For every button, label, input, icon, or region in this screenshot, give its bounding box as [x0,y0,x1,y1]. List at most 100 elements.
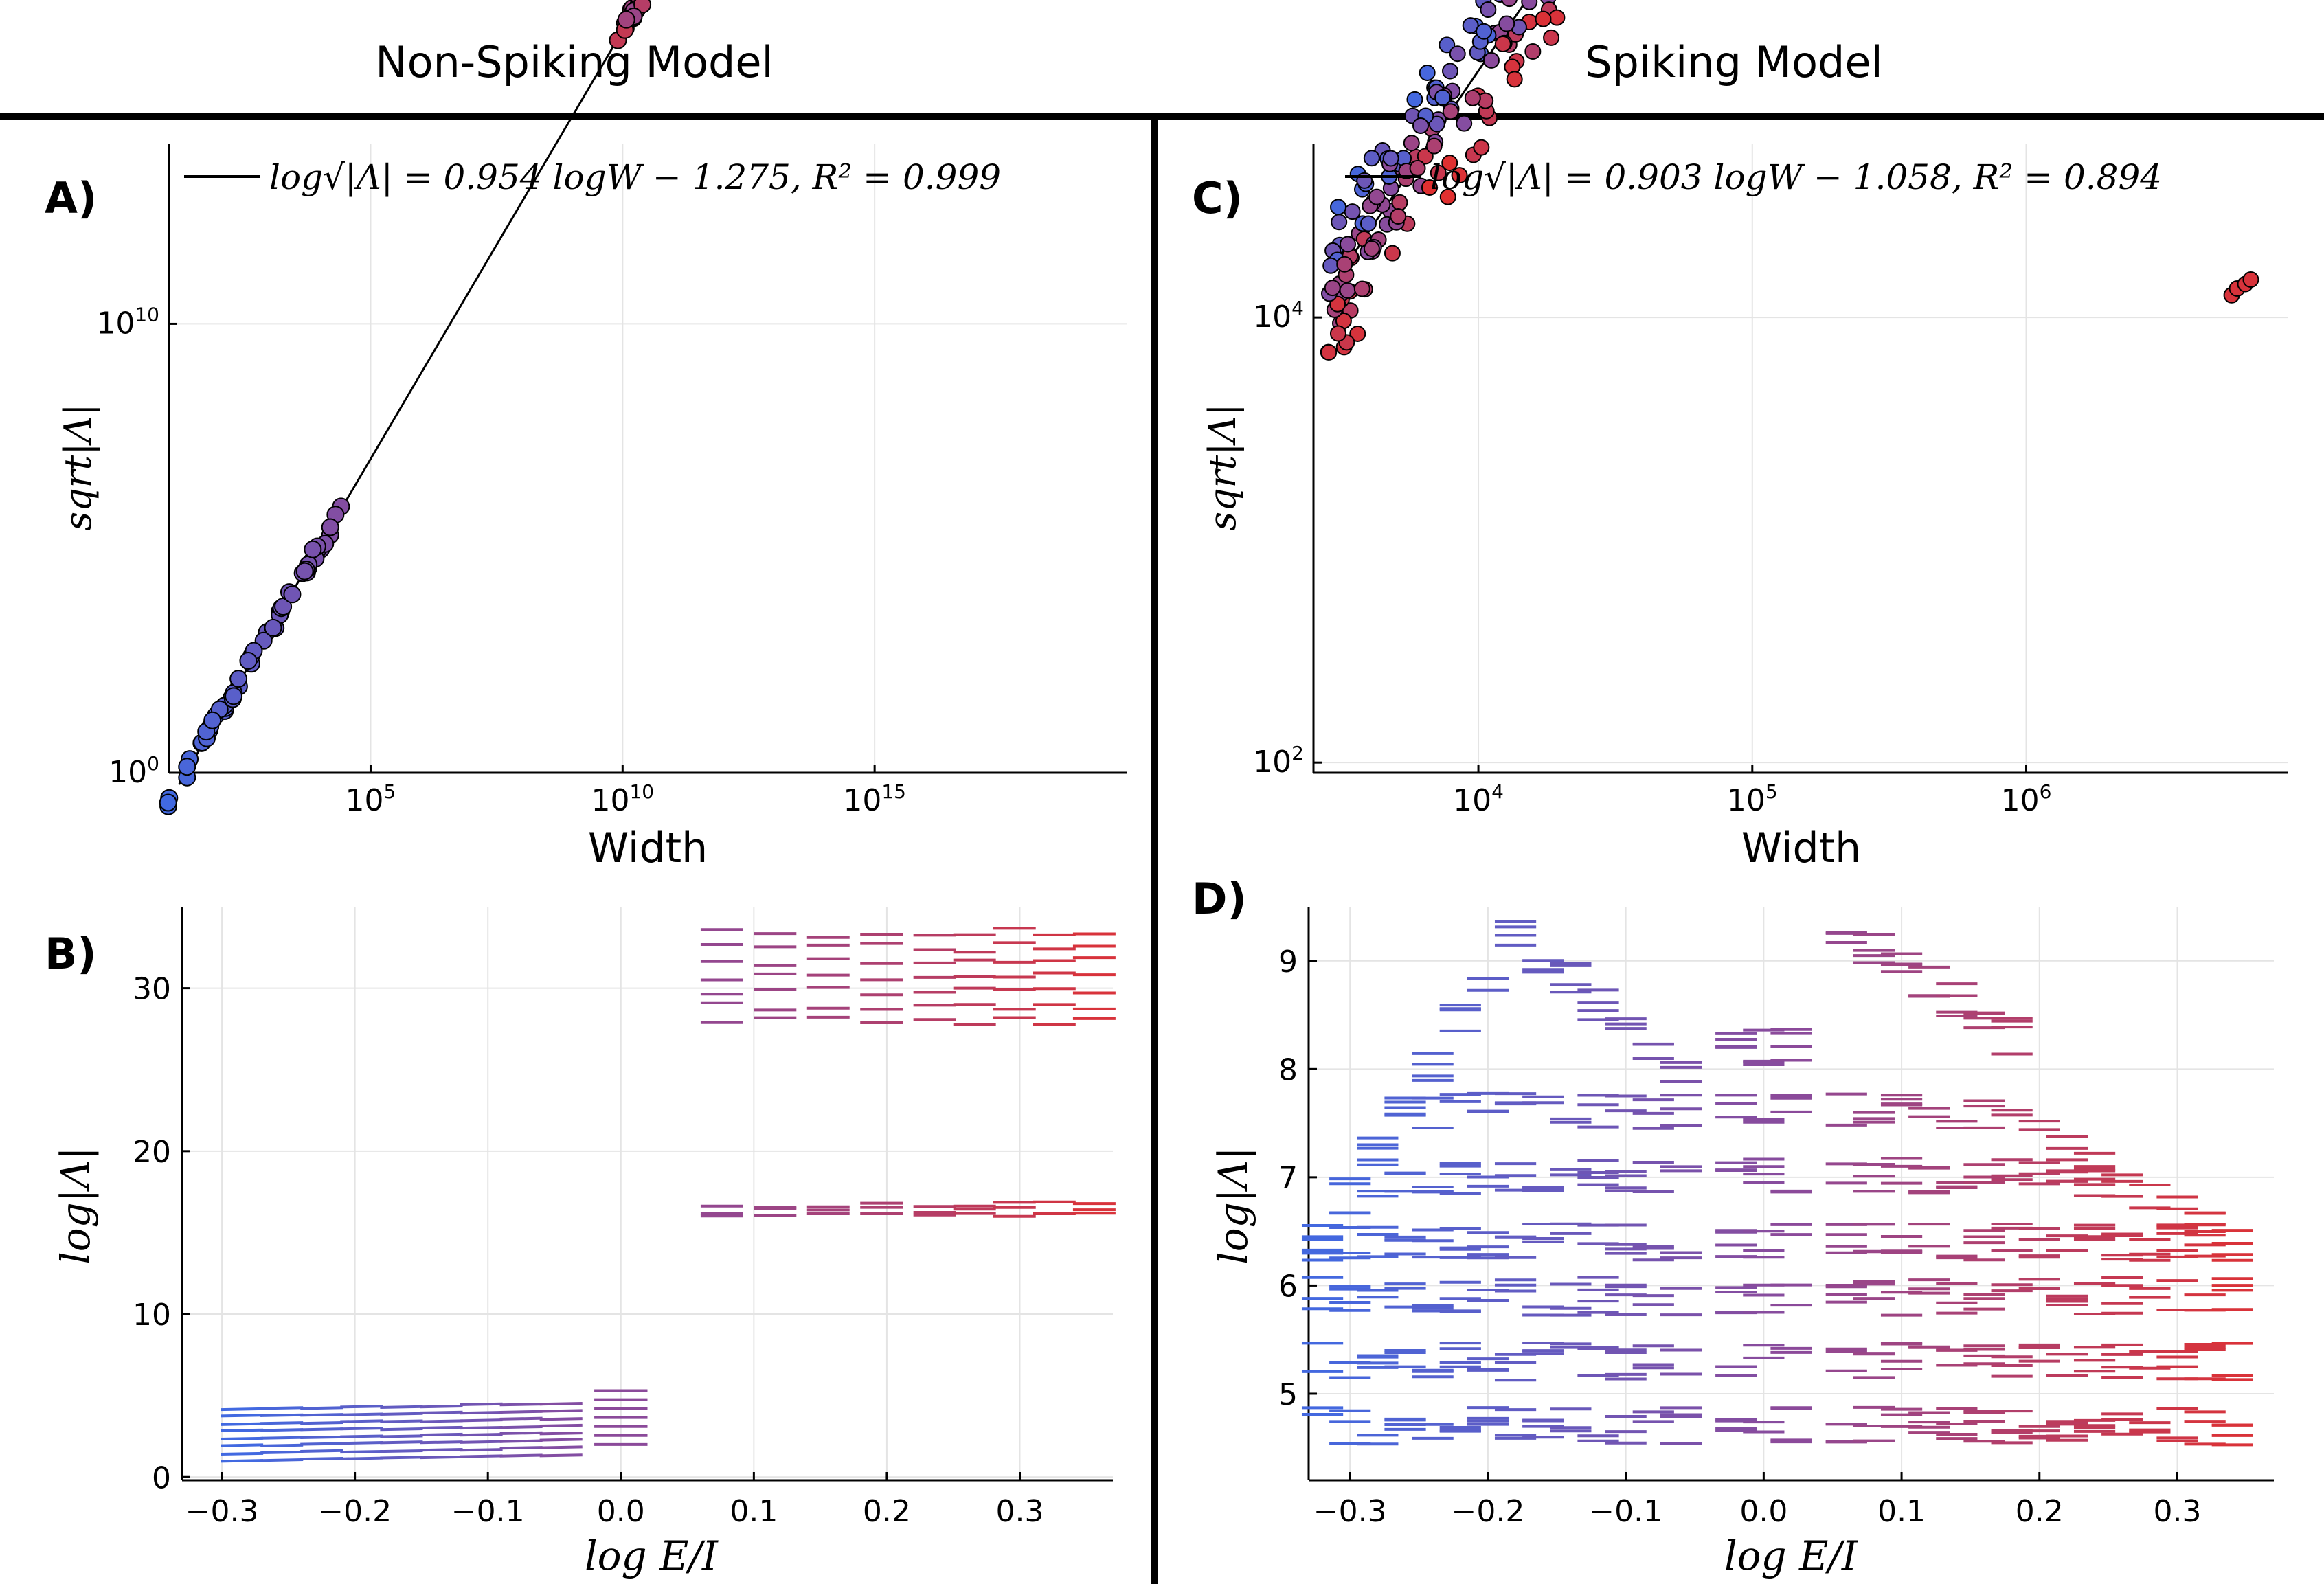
panel-b-x-tick-label: −0.2 [318,1494,392,1529]
panel-d-y-label: log|Λ| [1210,1146,1256,1265]
panel-b-segment [340,1449,383,1454]
panel-a-point [229,670,248,688]
panel-a-chart: 105 1010 1015 100 1010 log√|Λ| = 0.954 logW … [56,0,1127,872]
panel-d-y-tick-label: 8 [1278,1052,1298,1087]
panel-b-segment [340,1456,383,1460]
panel-c-point [1449,45,1466,63]
panel-b-segment [300,1435,343,1440]
panel-d-y-tick-label: 5 [1278,1377,1298,1412]
panel-d-x-tick-label: 0.0 [1739,1494,1787,1529]
panel-d-x-tick-label: 0.3 [2154,1494,2202,1529]
header-left: Non-Spiking Model [375,37,774,87]
panel-label-b: B) [45,929,97,979]
panel-a-x-tick-label: 105 [346,780,396,818]
panel-d-x-label: log E/I [1724,1532,1858,1579]
panel-b-segment [221,1407,264,1412]
panel-a-point [159,793,177,812]
panel-c-point [1434,89,1452,106]
panel-d-x-tick-label: 0.1 [1877,1494,1926,1529]
panel-c-point [1535,10,1552,27]
panel-c-point [1339,236,1356,253]
panel-c-point [1480,1,1497,19]
panel-c-point [1451,167,1468,184]
panel-a-point [617,10,635,29]
panel-a-x-label: Width [588,824,708,872]
panel-b-segment [340,1412,383,1416]
panel-a-point [178,758,196,776]
panel-c-point [1430,164,1447,181]
panel-b-segment [539,1423,583,1428]
panel-d-y-tick-label: 7 [1278,1161,1298,1196]
panel-c-point [1349,325,1366,342]
panel-c-point [1324,280,1341,297]
panel-a-point [283,585,302,604]
panel-b-segment [221,1422,264,1426]
panel-b-segment [420,1405,463,1409]
panel-c-y-tick-label: 102 [1253,742,1304,780]
panel-c-point [1419,64,1436,81]
panel-c-point [1476,23,1493,40]
panel-b-segment [380,1456,423,1460]
panel-b-segment [460,1425,503,1430]
panel-c-point [1462,17,1479,34]
panel-b-segment [539,1432,583,1436]
panel-b-segment [260,1406,304,1410]
panel-c-point [1498,15,1515,32]
panel-b-segment [260,1450,304,1455]
panel-d-x-tick-label: −0.3 [1313,1494,1387,1529]
panel-c-point [1482,52,1500,69]
panel-c-point [1548,9,1566,26]
panel-b-segment [460,1448,503,1452]
panel-c-point [1425,137,1443,155]
panel-b-segment [221,1428,264,1432]
panel-a-point [203,711,222,729]
panel-c-legend-label: log√|Λ| = 0.903 logW − 1.058, R² = 0.894 [1430,157,2162,197]
panel-d-y-tick-label: 6 [1278,1269,1298,1304]
panel-b-segment [260,1413,304,1417]
panel-a-point [264,618,282,637]
panel-b-y-tick-label: 20 [133,1135,171,1170]
panel-a-point [295,562,314,580]
panel-b-segment [221,1459,264,1463]
panel-c-x-tick-label: 106 [2001,780,2052,818]
panel-b-segment [499,1431,543,1435]
panel-c-point [1439,36,1456,54]
panel-b-segment [420,1448,463,1452]
panel-c-point [1428,115,1445,133]
panel-c-point [1368,188,1386,205]
panel-b-segment [539,1409,583,1413]
panel-c-point [1421,179,1438,196]
panel-c-y-label: sqrt|Λ| [1201,403,1244,530]
panel-c-point [1506,71,1523,88]
panel-c-point [1322,257,1340,274]
panel-c-point [1409,159,1426,177]
panel-c-point [1439,188,1456,205]
panel-b-segment [539,1438,583,1442]
panel-c-point [1441,155,1458,172]
panel-b-segment [300,1456,343,1461]
panel-label-a: A) [45,173,97,223]
panel-b-x-tick-label: 0.1 [730,1494,778,1529]
panel-b-y-tick-label: 30 [133,972,171,1007]
panel-b-x-tick-label: 0.3 [996,1494,1044,1529]
panel-c-point [1406,91,1423,108]
panel-c-point [1456,115,1473,132]
panel-c-point [2242,271,2259,288]
panel-b-y-tick-label: 10 [133,1298,171,1333]
panel-b-segment [420,1425,463,1430]
panel-c-point [1473,139,1490,156]
panel-b-segment [539,1453,583,1458]
panel-c-point [1442,63,1459,80]
panel-c-point [1330,199,1347,216]
panel-c-point [1412,117,1430,134]
panel-b-segment [340,1405,383,1409]
panel-a-x-tick-label: 1015 [843,780,906,818]
panel-c-point [1390,208,1407,225]
panel-b-segment [499,1416,543,1421]
panel-b-segment [221,1414,264,1418]
panel-c-point [1339,282,1356,299]
panel-b-segment [260,1443,304,1447]
panel-label-d: D) [1192,874,1247,924]
panel-c-point [1363,240,1380,257]
panel-c-point [1442,103,1459,120]
